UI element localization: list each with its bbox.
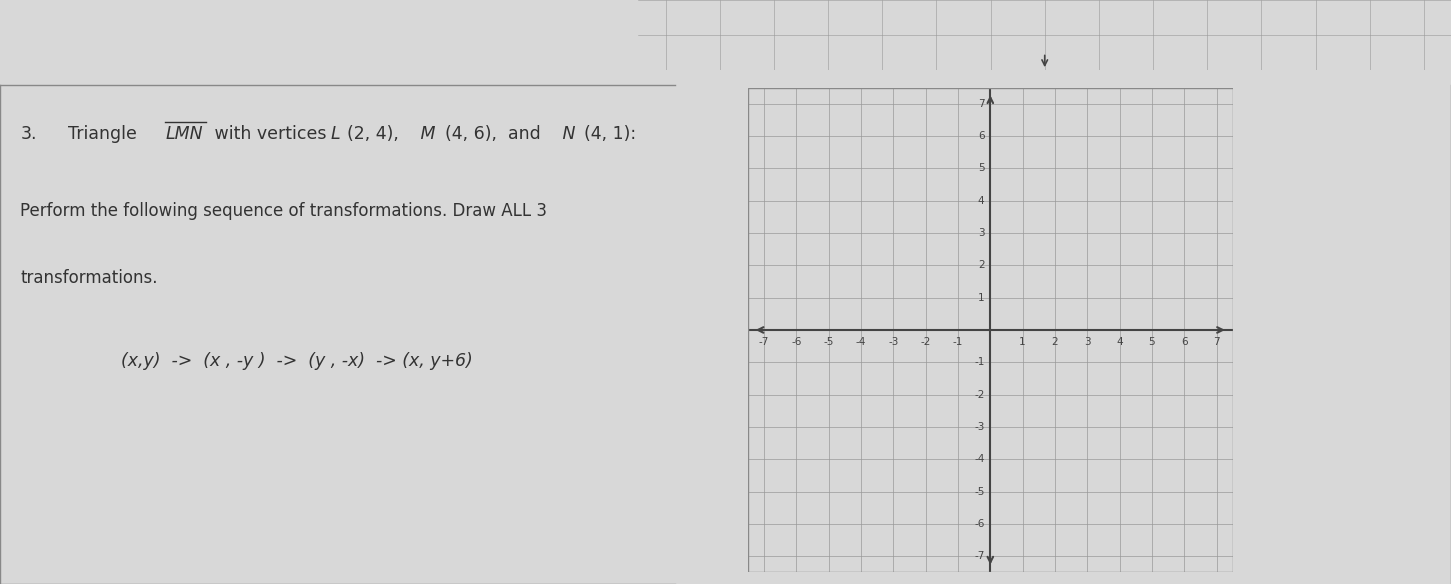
Text: 2: 2: [1052, 337, 1058, 347]
Text: Triangle: Triangle: [58, 124, 142, 142]
Text: 4: 4: [978, 196, 984, 206]
Text: 3: 3: [1084, 337, 1091, 347]
Text: 2: 2: [978, 260, 984, 270]
Text: 7: 7: [1213, 337, 1220, 347]
Text: (4, 6),  and: (4, 6), and: [445, 124, 541, 142]
Text: -6: -6: [974, 519, 984, 529]
Text: -1: -1: [953, 337, 963, 347]
Text: -3: -3: [974, 422, 984, 432]
Text: -4: -4: [974, 454, 984, 464]
Text: 5: 5: [1149, 337, 1155, 347]
Text: M: M: [415, 124, 435, 142]
Text: (2, 4),: (2, 4),: [347, 124, 399, 142]
Text: 6: 6: [1181, 337, 1187, 347]
Text: -5: -5: [824, 337, 834, 347]
Text: (x,y)  ->  (x , -y )  ->  (y , -x)  -> (x, y+6): (x,y) -> (x , -y ) -> (y , -x) -> (x, y+…: [122, 352, 473, 370]
Text: 5: 5: [978, 164, 984, 173]
Text: 3: 3: [978, 228, 984, 238]
Text: -7: -7: [974, 551, 984, 561]
Text: -4: -4: [856, 337, 866, 347]
Text: -6: -6: [791, 337, 801, 347]
Text: 1: 1: [978, 293, 984, 303]
Text: -3: -3: [888, 337, 898, 347]
Text: 7: 7: [978, 99, 984, 109]
Text: Perform the following sequence of transformations. Draw ALL 3: Perform the following sequence of transf…: [20, 202, 547, 220]
Text: -2: -2: [920, 337, 932, 347]
Text: 6: 6: [978, 131, 984, 141]
Text: transformations.: transformations.: [20, 269, 158, 287]
Text: -1: -1: [974, 357, 984, 367]
Text: 4: 4: [1116, 337, 1123, 347]
Text: 1: 1: [1019, 337, 1026, 347]
Text: -2: -2: [974, 390, 984, 399]
Text: (4, 1):: (4, 1):: [583, 124, 636, 142]
Text: LMN: LMN: [165, 124, 203, 142]
Text: 3.: 3.: [20, 124, 36, 142]
Text: -7: -7: [759, 337, 769, 347]
Text: -5: -5: [974, 486, 984, 496]
Text: L: L: [331, 124, 340, 142]
Text: N: N: [557, 124, 575, 142]
Text: with vertices: with vertices: [209, 124, 332, 142]
